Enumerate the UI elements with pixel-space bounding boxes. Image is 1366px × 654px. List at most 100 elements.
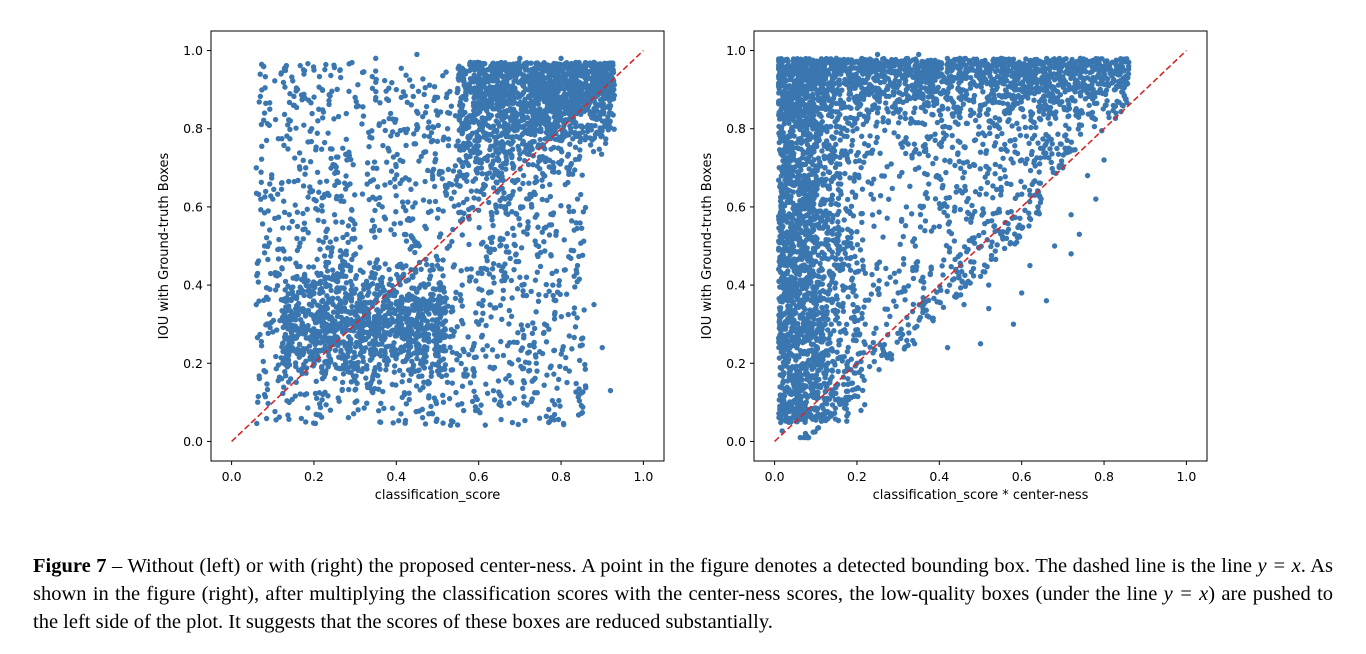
scatter-point	[323, 301, 329, 307]
data-point	[426, 133, 432, 140]
scatter-point	[313, 144, 319, 150]
scatter-point	[479, 332, 486, 339]
scatter-point	[454, 422, 461, 428]
scatter-point	[303, 346, 310, 352]
scatter-point	[256, 373, 262, 379]
scatter-point	[574, 315, 580, 321]
scatter-point	[450, 168, 457, 174]
scatter-point	[572, 105, 579, 111]
data-point	[261, 391, 268, 398]
scatter-point	[509, 152, 515, 159]
scatter-point	[490, 260, 497, 267]
data-point	[550, 212, 556, 218]
scatter-point	[312, 315, 318, 321]
scatter-point	[267, 270, 274, 277]
scatter-point	[311, 196, 317, 203]
scatter-point	[571, 227, 577, 233]
scatter-point	[440, 399, 447, 405]
scatter-point	[418, 153, 424, 160]
scatter-point	[426, 411, 432, 417]
scatter-point	[336, 365, 343, 372]
scatter-point	[454, 324, 460, 330]
scatter-point	[315, 217, 321, 223]
scatter-point	[254, 272, 260, 279]
scatter-point	[429, 361, 436, 367]
data-point	[467, 141, 474, 148]
scatter-point	[544, 68, 550, 74]
scatter-point	[535, 75, 542, 81]
scatter-point	[842, 170, 848, 177]
scatter-point	[859, 237, 866, 243]
scatter-point	[531, 325, 538, 332]
scatter-point	[369, 301, 375, 307]
scatter-point	[535, 253, 541, 260]
scatter-point	[558, 158, 565, 164]
data-point	[344, 341, 350, 347]
scatter-point	[555, 123, 561, 129]
scatter-point	[459, 104, 465, 111]
scatter-point	[503, 210, 509, 216]
scatter-point	[566, 109, 572, 115]
scatter-point	[511, 396, 518, 402]
scatter-point	[579, 390, 585, 396]
scatter-point	[428, 291, 434, 298]
scatter-point	[470, 149, 477, 156]
scatter-point	[355, 407, 361, 413]
data-point	[434, 368, 441, 374]
scatter-point	[472, 85, 478, 91]
scatter-point	[337, 74, 344, 81]
scatter-point	[540, 172, 547, 178]
scatter-point	[317, 312, 324, 318]
scatter-point	[380, 142, 386, 149]
scatter-point	[262, 73, 269, 80]
scatter-point	[279, 266, 285, 272]
scatter-point	[558, 103, 565, 110]
scatter-point	[358, 301, 364, 307]
scatter-point	[531, 344, 537, 350]
scatter-point	[578, 191, 584, 198]
scatter-point	[471, 388, 477, 394]
scatter-point	[523, 292, 530, 299]
scatter-point	[517, 151, 523, 157]
scatter-point	[414, 314, 421, 321]
scatter-point	[837, 137, 843, 143]
scatter-point	[293, 88, 299, 94]
scatter-point	[535, 224, 541, 230]
scatter-point	[313, 378, 319, 384]
scatter-point	[577, 139, 583, 145]
scatter-point	[265, 400, 271, 407]
scatter-point	[599, 96, 605, 103]
scatter-point	[493, 105, 500, 111]
scatter-point	[577, 147, 583, 153]
scatter-point	[426, 275, 433, 282]
scatter-point	[551, 347, 557, 354]
scatter-point	[539, 177, 545, 183]
scatter-point	[437, 298, 444, 305]
scatter-point	[353, 103, 360, 110]
scatter-point	[448, 418, 455, 424]
scatter-point	[459, 65, 466, 72]
scatter-point	[415, 343, 421, 350]
scatter-point	[440, 320, 446, 327]
scatter-point	[520, 138, 526, 145]
scatter-point	[435, 257, 441, 263]
scatter-point	[310, 420, 317, 426]
scatter-point	[543, 413, 550, 420]
scatter-point	[537, 106, 543, 112]
scatter-point	[455, 402, 461, 408]
scatter-point	[426, 393, 432, 399]
scatter-point	[601, 109, 607, 115]
scatter-point	[339, 267, 346, 274]
scatter-point	[411, 131, 417, 137]
scatter-point	[332, 375, 338, 382]
scatter-point	[307, 159, 314, 165]
scatter-point	[482, 182, 488, 189]
scatter-point	[484, 343, 490, 349]
scatter-point	[272, 78, 278, 84]
scatter-point	[476, 301, 482, 307]
scatter-point	[526, 126, 532, 133]
scatter-point	[445, 166, 452, 173]
scatter-point	[352, 275, 359, 282]
scatter-point	[294, 247, 301, 254]
data-point	[401, 391, 408, 398]
